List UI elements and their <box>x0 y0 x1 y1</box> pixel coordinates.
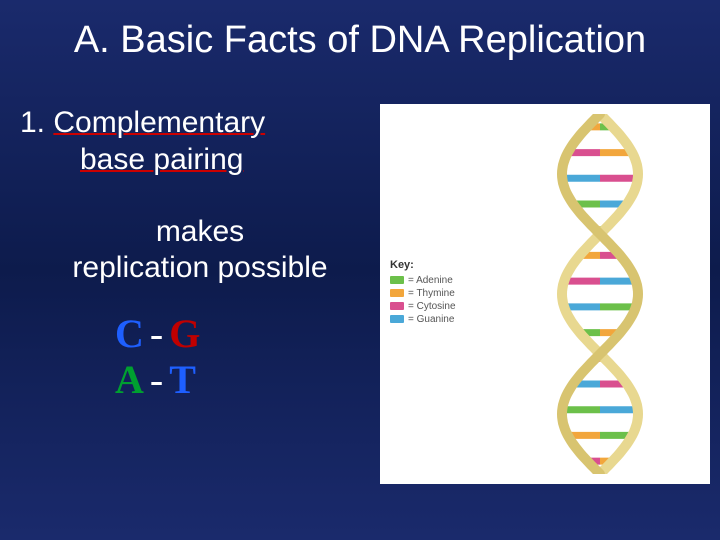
legend-row-adenine: = Adenine <box>390 275 456 286</box>
point-number: 1. <box>20 106 45 139</box>
legend-label-guanine: = Guanine <box>408 314 454 325</box>
point-1: 1. Complementary base pairing <box>20 104 380 179</box>
makes-text: makes replication possible <box>20 214 380 286</box>
point-line1: Complementary <box>53 106 265 139</box>
legend-row-guanine: = Guanine <box>390 314 456 325</box>
content-area: 1. Complementary base pairing makes repl… <box>0 74 720 484</box>
legend: Key: = Adenine = Thymine = Cytosine = Gu… <box>390 259 456 327</box>
dash-1: - <box>144 311 169 356</box>
legend-title: Key: <box>390 259 456 271</box>
dna-diagram: Key: = Adenine = Thymine = Cytosine = Gu… <box>380 104 710 484</box>
pair-cg: C-G <box>115 311 380 357</box>
dna-helix-icon <box>530 114 670 474</box>
base-t: T <box>169 357 196 402</box>
swatch-cytosine <box>390 302 404 310</box>
slide-title: A. Basic Facts of DNA Replication <box>0 0 720 74</box>
swatch-adenine <box>390 276 404 284</box>
base-g: G <box>169 311 200 356</box>
pair-at: A-T <box>115 357 380 403</box>
makes-line2: replication possible <box>30 250 370 286</box>
swatch-guanine <box>390 315 404 323</box>
makes-line1: makes <box>30 214 370 250</box>
point-line2: base pairing <box>20 141 380 179</box>
legend-label-cytosine: = Cytosine <box>408 301 456 312</box>
base-a: A <box>115 357 144 402</box>
base-pairs: C-G A-T <box>20 311 380 403</box>
base-c: C <box>115 311 144 356</box>
legend-row-cytosine: = Cytosine <box>390 301 456 312</box>
legend-label-adenine: = Adenine <box>408 275 453 286</box>
text-column: 1. Complementary base pairing makes repl… <box>20 104 380 484</box>
swatch-thymine <box>390 289 404 297</box>
image-panel: Key: = Adenine = Thymine = Cytosine = Gu… <box>380 104 710 484</box>
legend-row-thymine: = Thymine <box>390 288 456 299</box>
dash-2: - <box>144 357 169 402</box>
legend-label-thymine: = Thymine <box>408 288 455 299</box>
